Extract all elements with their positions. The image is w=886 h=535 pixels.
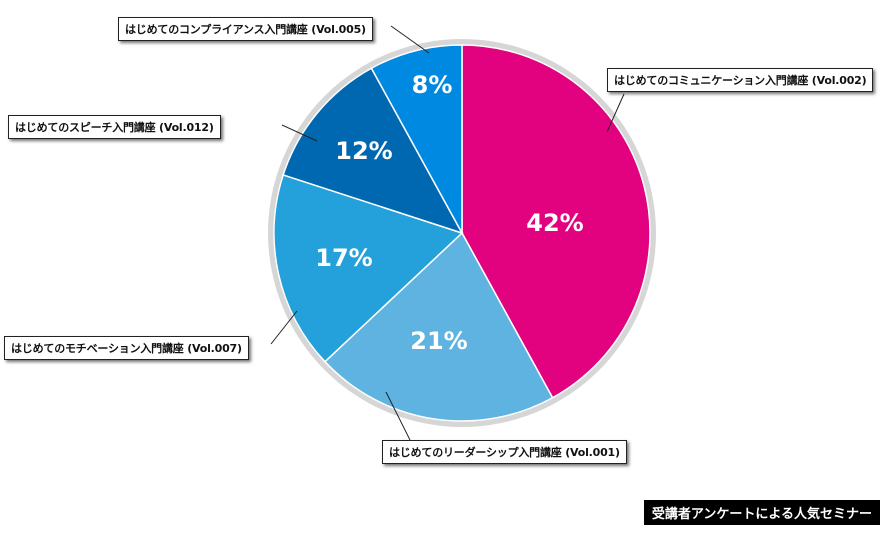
slice-percent-label: 12% [335, 137, 392, 165]
slice-category-label: はじめてのスピーチ入門講座 (Vol.012) [8, 115, 221, 139]
slice-percent-label: 42% [526, 209, 583, 237]
slice-category-label: はじめてのモチベーション入門講座 (Vol.007) [4, 336, 249, 360]
leader-line [281, 124, 318, 142]
pie-slice [273, 173, 464, 363]
slice-percent-label: 17% [315, 244, 372, 272]
slice-category-label: はじめてのコンプライアンス入門講座 (Vol.005) [118, 17, 373, 41]
slice-percent-label: 21% [410, 327, 467, 355]
leader-line [270, 310, 298, 345]
leader-line [385, 391, 411, 441]
chart-caption: 受講者アンケートによる人気セミナー [643, 500, 880, 525]
pie-slice [370, 44, 463, 234]
leader-line [390, 25, 430, 54]
pie-slice [323, 231, 554, 422]
slice-category-label: はじめてのコミュニケーション入門講座 (Vol.002) [607, 68, 874, 92]
slice-category-label: はじめてのリーダーシップ入門講座 (Vol.001) [382, 440, 627, 464]
slice-percent-label: 8% [412, 71, 453, 99]
leader-line [606, 93, 625, 133]
pie-slice [282, 67, 464, 235]
pie-slice [461, 44, 651, 399]
